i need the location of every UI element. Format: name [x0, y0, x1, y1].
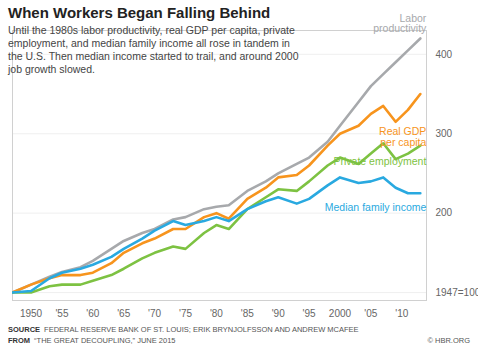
html-text:© HBR.ORG: © HBR.ORG — [427, 336, 470, 345]
svg-text:'10: '10 — [395, 308, 408, 319]
html-text:FROM “THE GREAT DECOUPLING,” J: FROM “THE GREAT DECOUPLING,” JUNE 2015 — [8, 336, 176, 345]
svg-text:400: 400 — [436, 49, 453, 60]
svg-text:'80: '80 — [210, 308, 223, 319]
svg-text:Median family income: Median family income — [325, 201, 427, 213]
svg-text:'90: '90 — [272, 308, 285, 319]
svg-text:'70: '70 — [148, 308, 161, 319]
svg-text:Laborproductivity: Laborproductivity — [373, 12, 427, 35]
html-text:When Workers Began Falling Beh: When Workers Began Falling Behind — [8, 4, 271, 21]
svg-text:Private employment: Private employment — [334, 155, 427, 167]
html-text:Until the 1980s labor producti: Until the 1980s labor productivity, real… — [8, 24, 299, 75]
svg-text:200: 200 — [436, 207, 453, 218]
svg-text:'60: '60 — [86, 308, 99, 319]
svg-text:2000: 2000 — [329, 308, 352, 319]
svg-text:'05: '05 — [364, 308, 377, 319]
svg-text:'75: '75 — [179, 308, 192, 319]
svg-text:'65: '65 — [117, 308, 130, 319]
svg-text:'85: '85 — [241, 308, 254, 319]
svg-text:'95: '95 — [303, 308, 316, 319]
svg-text:300: 300 — [436, 128, 453, 139]
svg-text:'55: '55 — [55, 308, 68, 319]
svg-text:1950: 1950 — [20, 308, 43, 319]
svg-text:Real GDPper capita: Real GDPper capita — [379, 125, 426, 147]
svg-text:1947=100: 1947=100 — [436, 287, 478, 298]
html-text:SOURCE FEDERAL RESERVE BANK OF: SOURCE FEDERAL RESERVE BANK OF ST. LOUIS… — [8, 325, 359, 334]
